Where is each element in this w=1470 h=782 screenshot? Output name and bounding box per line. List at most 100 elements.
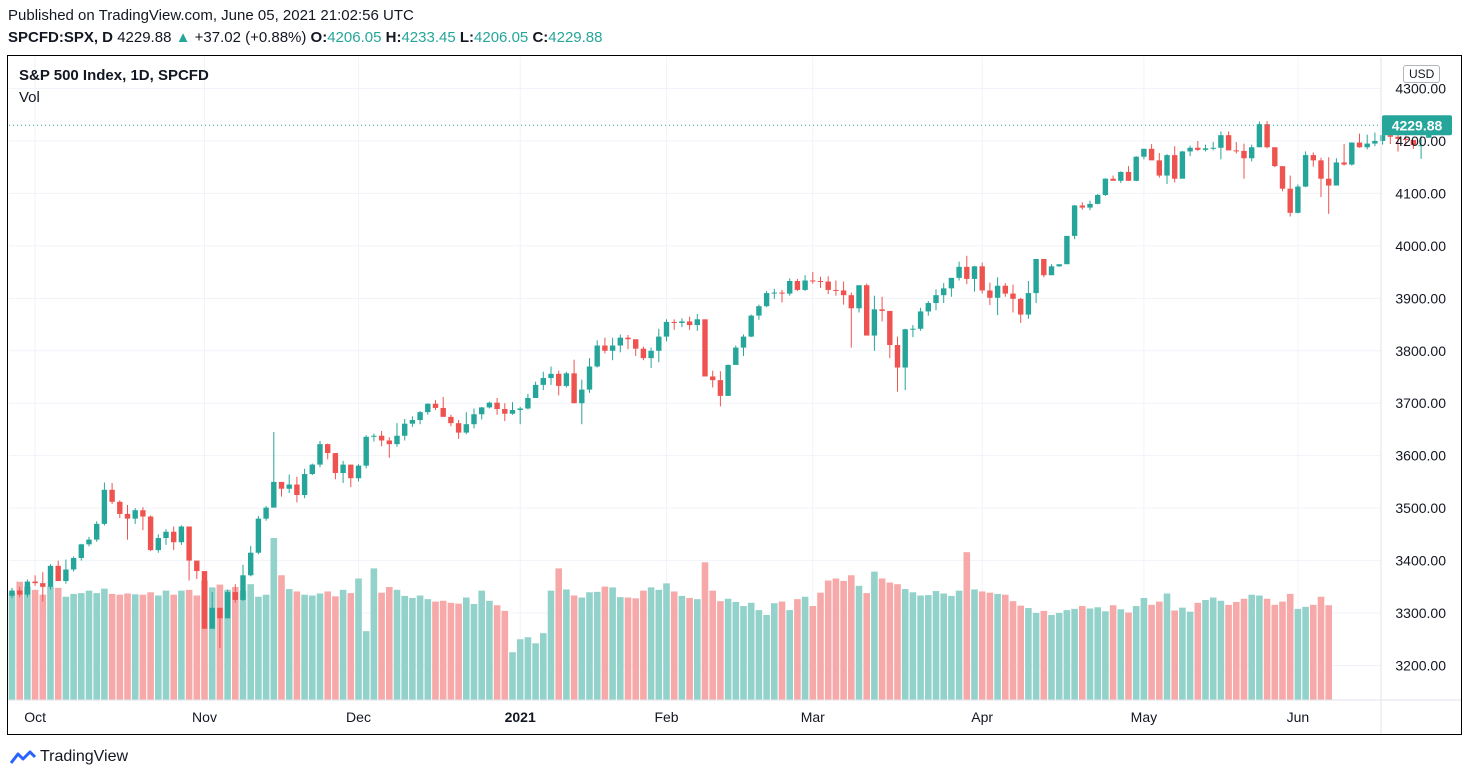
candle-body: [1349, 142, 1355, 165]
candle-body: [240, 575, 246, 600]
volume-bar: [1156, 601, 1163, 700]
volume-bar: [1302, 606, 1309, 700]
candle-body: [486, 402, 493, 408]
candle-body: [594, 345, 600, 367]
volume-bar: [455, 603, 462, 700]
volume-bar: [794, 599, 801, 700]
candle-body: [1018, 298, 1024, 315]
volume-bar: [201, 580, 208, 700]
candle-body: [925, 303, 931, 312]
volume-bar: [8, 592, 16, 700]
open-value: 4206.05: [327, 29, 382, 46]
candle-body: [1225, 135, 1232, 151]
volume-bar: [601, 586, 609, 700]
y-tick-label: 4200.00: [1395, 133, 1446, 149]
candle-body: [340, 464, 346, 473]
candle-body: [1410, 139, 1417, 146]
candle-body: [1079, 205, 1085, 208]
volume-bar: [170, 594, 177, 700]
candle-body: [1087, 203, 1093, 208]
candle-body: [941, 288, 947, 296]
candle-body: [394, 435, 400, 445]
last-price-tag: [1382, 115, 1452, 136]
candle-body: [1179, 151, 1186, 179]
volume-bar: [948, 595, 955, 700]
candle-body: [1279, 166, 1286, 189]
candle-body: [663, 321, 670, 337]
volume-bar: [54, 587, 62, 700]
volume-bar: [270, 538, 278, 700]
x-tick-label: Jun: [1287, 709, 1310, 725]
candle-body: [871, 309, 878, 336]
candle-body: [40, 583, 46, 587]
chart-frame: [7, 55, 1462, 735]
volume-bar: [801, 596, 809, 700]
candle-body: [671, 321, 677, 323]
volume-bar: [262, 594, 270, 700]
candle-body: [848, 295, 854, 309]
candle-body: [1133, 156, 1139, 181]
candle-body: [232, 592, 238, 600]
volume-bar: [1248, 594, 1255, 700]
volume-bar: [439, 600, 447, 700]
candle-body: [78, 544, 84, 558]
volume-bar: [486, 600, 493, 700]
volume-bar: [778, 601, 786, 700]
candle-body: [309, 464, 315, 475]
volume-bar: [593, 591, 601, 700]
candle-body: [263, 507, 269, 519]
currency-button[interactable]: USD: [1403, 65, 1441, 83]
candle-body: [1218, 135, 1224, 148]
candle-body: [917, 311, 924, 329]
candle-body: [255, 518, 262, 553]
candle-body: [1102, 178, 1109, 195]
candle-body: [455, 423, 462, 433]
volume-bar: [686, 597, 693, 700]
volume-bar: [1032, 612, 1040, 700]
volume-bar: [516, 639, 524, 700]
price-change: +37.02 (+0.88%): [194, 29, 307, 46]
volume-bar: [355, 578, 362, 700]
candle-body: [617, 337, 623, 346]
candle-body: [1125, 171, 1132, 181]
volume-bar: [131, 594, 139, 700]
candle-body: [147, 516, 154, 551]
candle-body: [1264, 124, 1270, 148]
candle-body: [548, 373, 554, 379]
y-tick-label: 3500.00: [1395, 500, 1446, 516]
candle-body: [879, 309, 885, 311]
volume-bar: [547, 590, 555, 700]
candle-body: [817, 281, 824, 283]
close-value: 4229.88: [548, 29, 603, 46]
candle-body: [509, 410, 516, 414]
x-tick-label: Nov: [192, 709, 217, 725]
candle-body: [1333, 162, 1340, 186]
y-tick-label: 3600.00: [1395, 448, 1446, 464]
candle-body: [633, 339, 639, 349]
volume-bar: [940, 593, 947, 700]
x-tick-label: Mar: [801, 709, 825, 725]
volume-bar: [747, 602, 755, 700]
volume-bar: [717, 601, 724, 700]
volume-bar: [963, 552, 971, 700]
volume-bar: [116, 594, 124, 700]
candle-body: [448, 416, 454, 424]
volume-bar: [1148, 604, 1155, 700]
candle-body: [840, 290, 847, 296]
candle-body: [1025, 293, 1032, 315]
volume-bar: [971, 589, 978, 700]
candle-body: [948, 277, 955, 289]
volume-bar: [16, 581, 23, 700]
volume-bar: [909, 592, 917, 700]
volume-bar: [1071, 608, 1078, 700]
candle-body: [710, 376, 716, 381]
volume-bar: [393, 589, 401, 700]
volume-bar: [632, 598, 639, 700]
volume-bar: [1233, 601, 1240, 700]
candle-body: [1202, 148, 1209, 150]
volume-bar: [655, 589, 663, 700]
y-tick-label: 3300.00: [1395, 605, 1446, 621]
volume-bar: [347, 593, 355, 700]
footer-brand[interactable]: TradingView: [10, 748, 128, 766]
